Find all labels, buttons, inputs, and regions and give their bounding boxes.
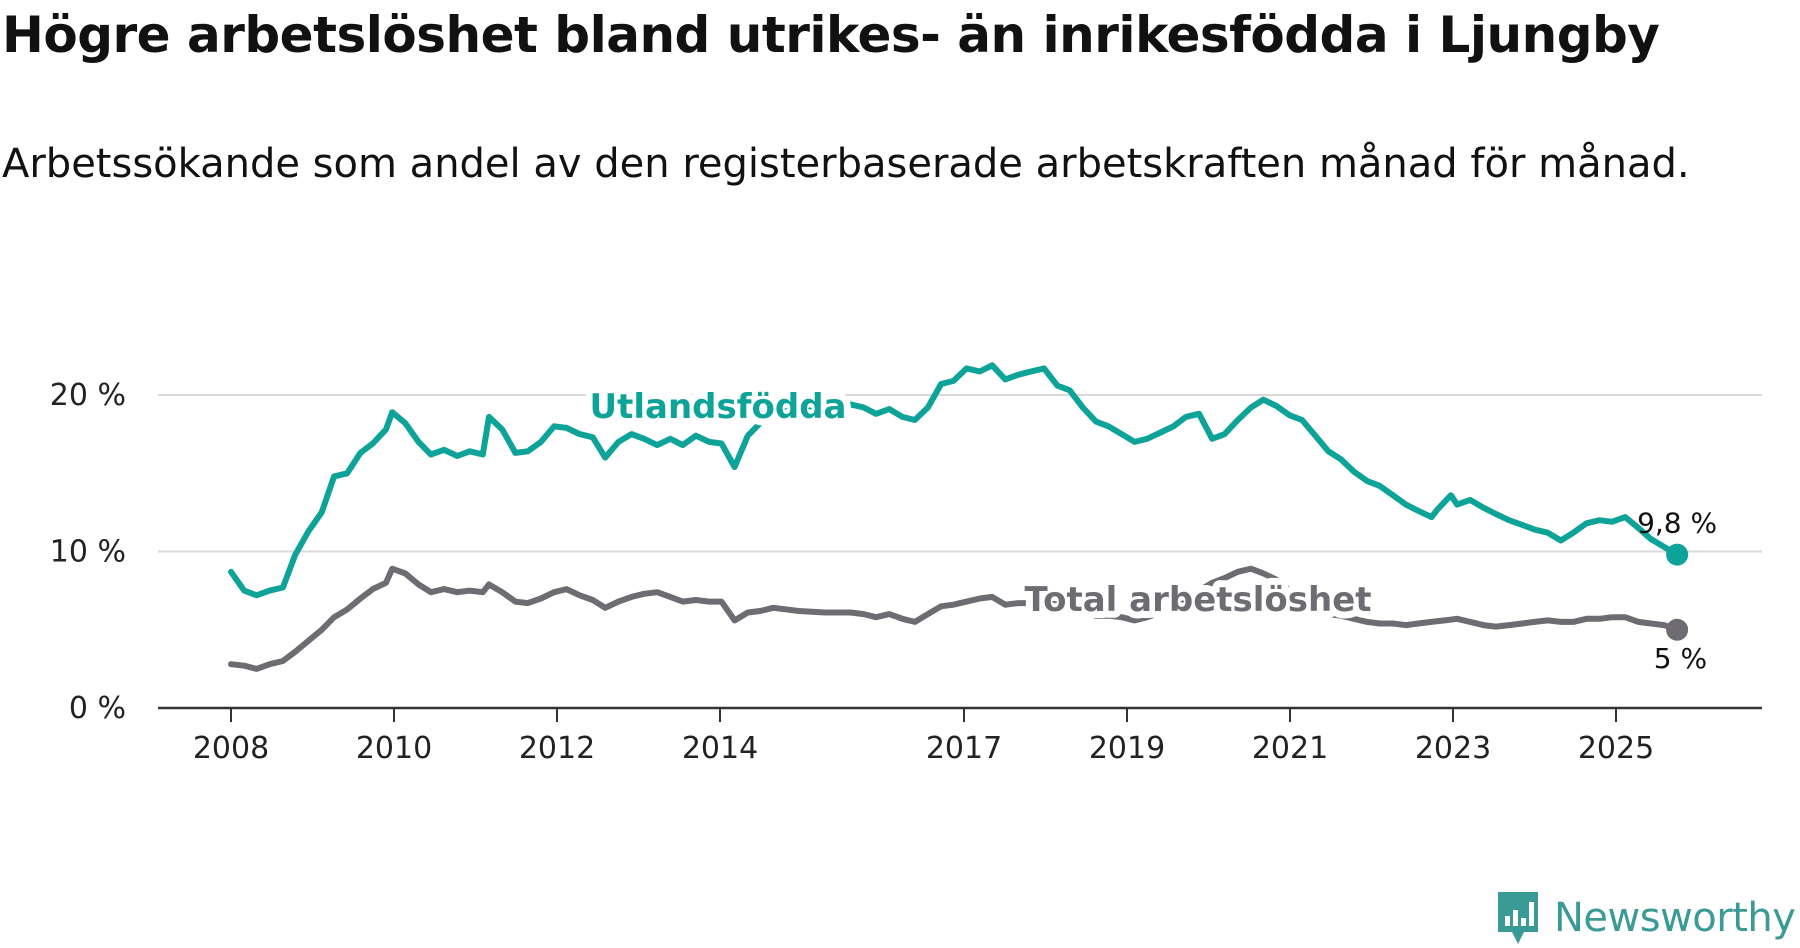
series-label-halo-utlandsfödda: Utlandsfödda [589,387,846,427]
x-tick-label: 2012 [519,731,595,766]
y-tick-label: 10 % [50,535,126,570]
x-tick-label: 2010 [356,731,432,766]
chart-title: Högre arbetslöshet bland utrikes- än inr… [2,6,1660,64]
series-line-utlandsfödda [228,362,1681,599]
y-tick-label: 20 % [50,378,126,413]
x-tick-label: 2019 [1089,731,1165,766]
series-end-marker-utlandsfödda [1666,543,1689,566]
newsworthy-logo-icon [1498,892,1538,944]
series-end-label-total-arbetslöshet: 5 % [1654,642,1707,675]
y-tick-label: 0 % [69,691,126,726]
x-tick-label: 2025 [1578,731,1654,766]
newsworthy-logo-text: Newsworthy [1554,895,1796,941]
gridlines [158,394,1762,553]
axes: 0 % 10 % 20 % 2008 2010 2012 2014 2017 2019 2021 2… [50,378,1762,766]
chart-subtitle: Arbetssökande som andel av den registerb… [2,141,1690,187]
x-tick-label: 2021 [1252,731,1328,766]
series-end-marker-total-arbetslöshet [1666,618,1689,641]
x-tick-label: 2014 [682,731,758,766]
x-tick-label: 2017 [926,731,1002,766]
series-label-utlandsfödda: Utlandsfödda [589,387,846,427]
series-end-label-utlandsfödda: 9,8 % [1637,507,1717,540]
x-tick-label: 2008 [193,731,269,766]
series-lines [228,362,1689,672]
x-tick-label: 2023 [1415,731,1491,766]
series-label-halo-total-arbetslöshet: Total arbetslöshet [1024,580,1371,620]
series-label-total-arbetslöshet: Total arbetslöshet [1024,580,1371,620]
series-line-total-arbetslöshet [228,565,1681,672]
newsworthy-logo: Newsworthy [1494,888,1796,948]
